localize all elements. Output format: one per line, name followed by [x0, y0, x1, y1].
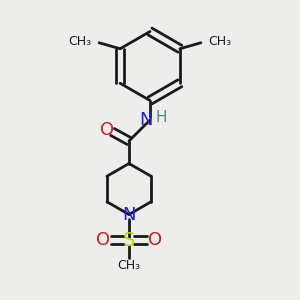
Text: H: H: [156, 110, 167, 125]
Text: S: S: [123, 230, 135, 250]
Text: CH₃: CH₃: [117, 259, 141, 272]
Text: O: O: [95, 231, 110, 249]
Text: CH₃: CH₃: [208, 35, 232, 48]
Text: N: N: [122, 206, 136, 224]
Text: CH₃: CH₃: [68, 35, 92, 48]
Text: O: O: [100, 122, 114, 140]
Text: N: N: [140, 111, 153, 129]
Text: O: O: [148, 231, 163, 249]
